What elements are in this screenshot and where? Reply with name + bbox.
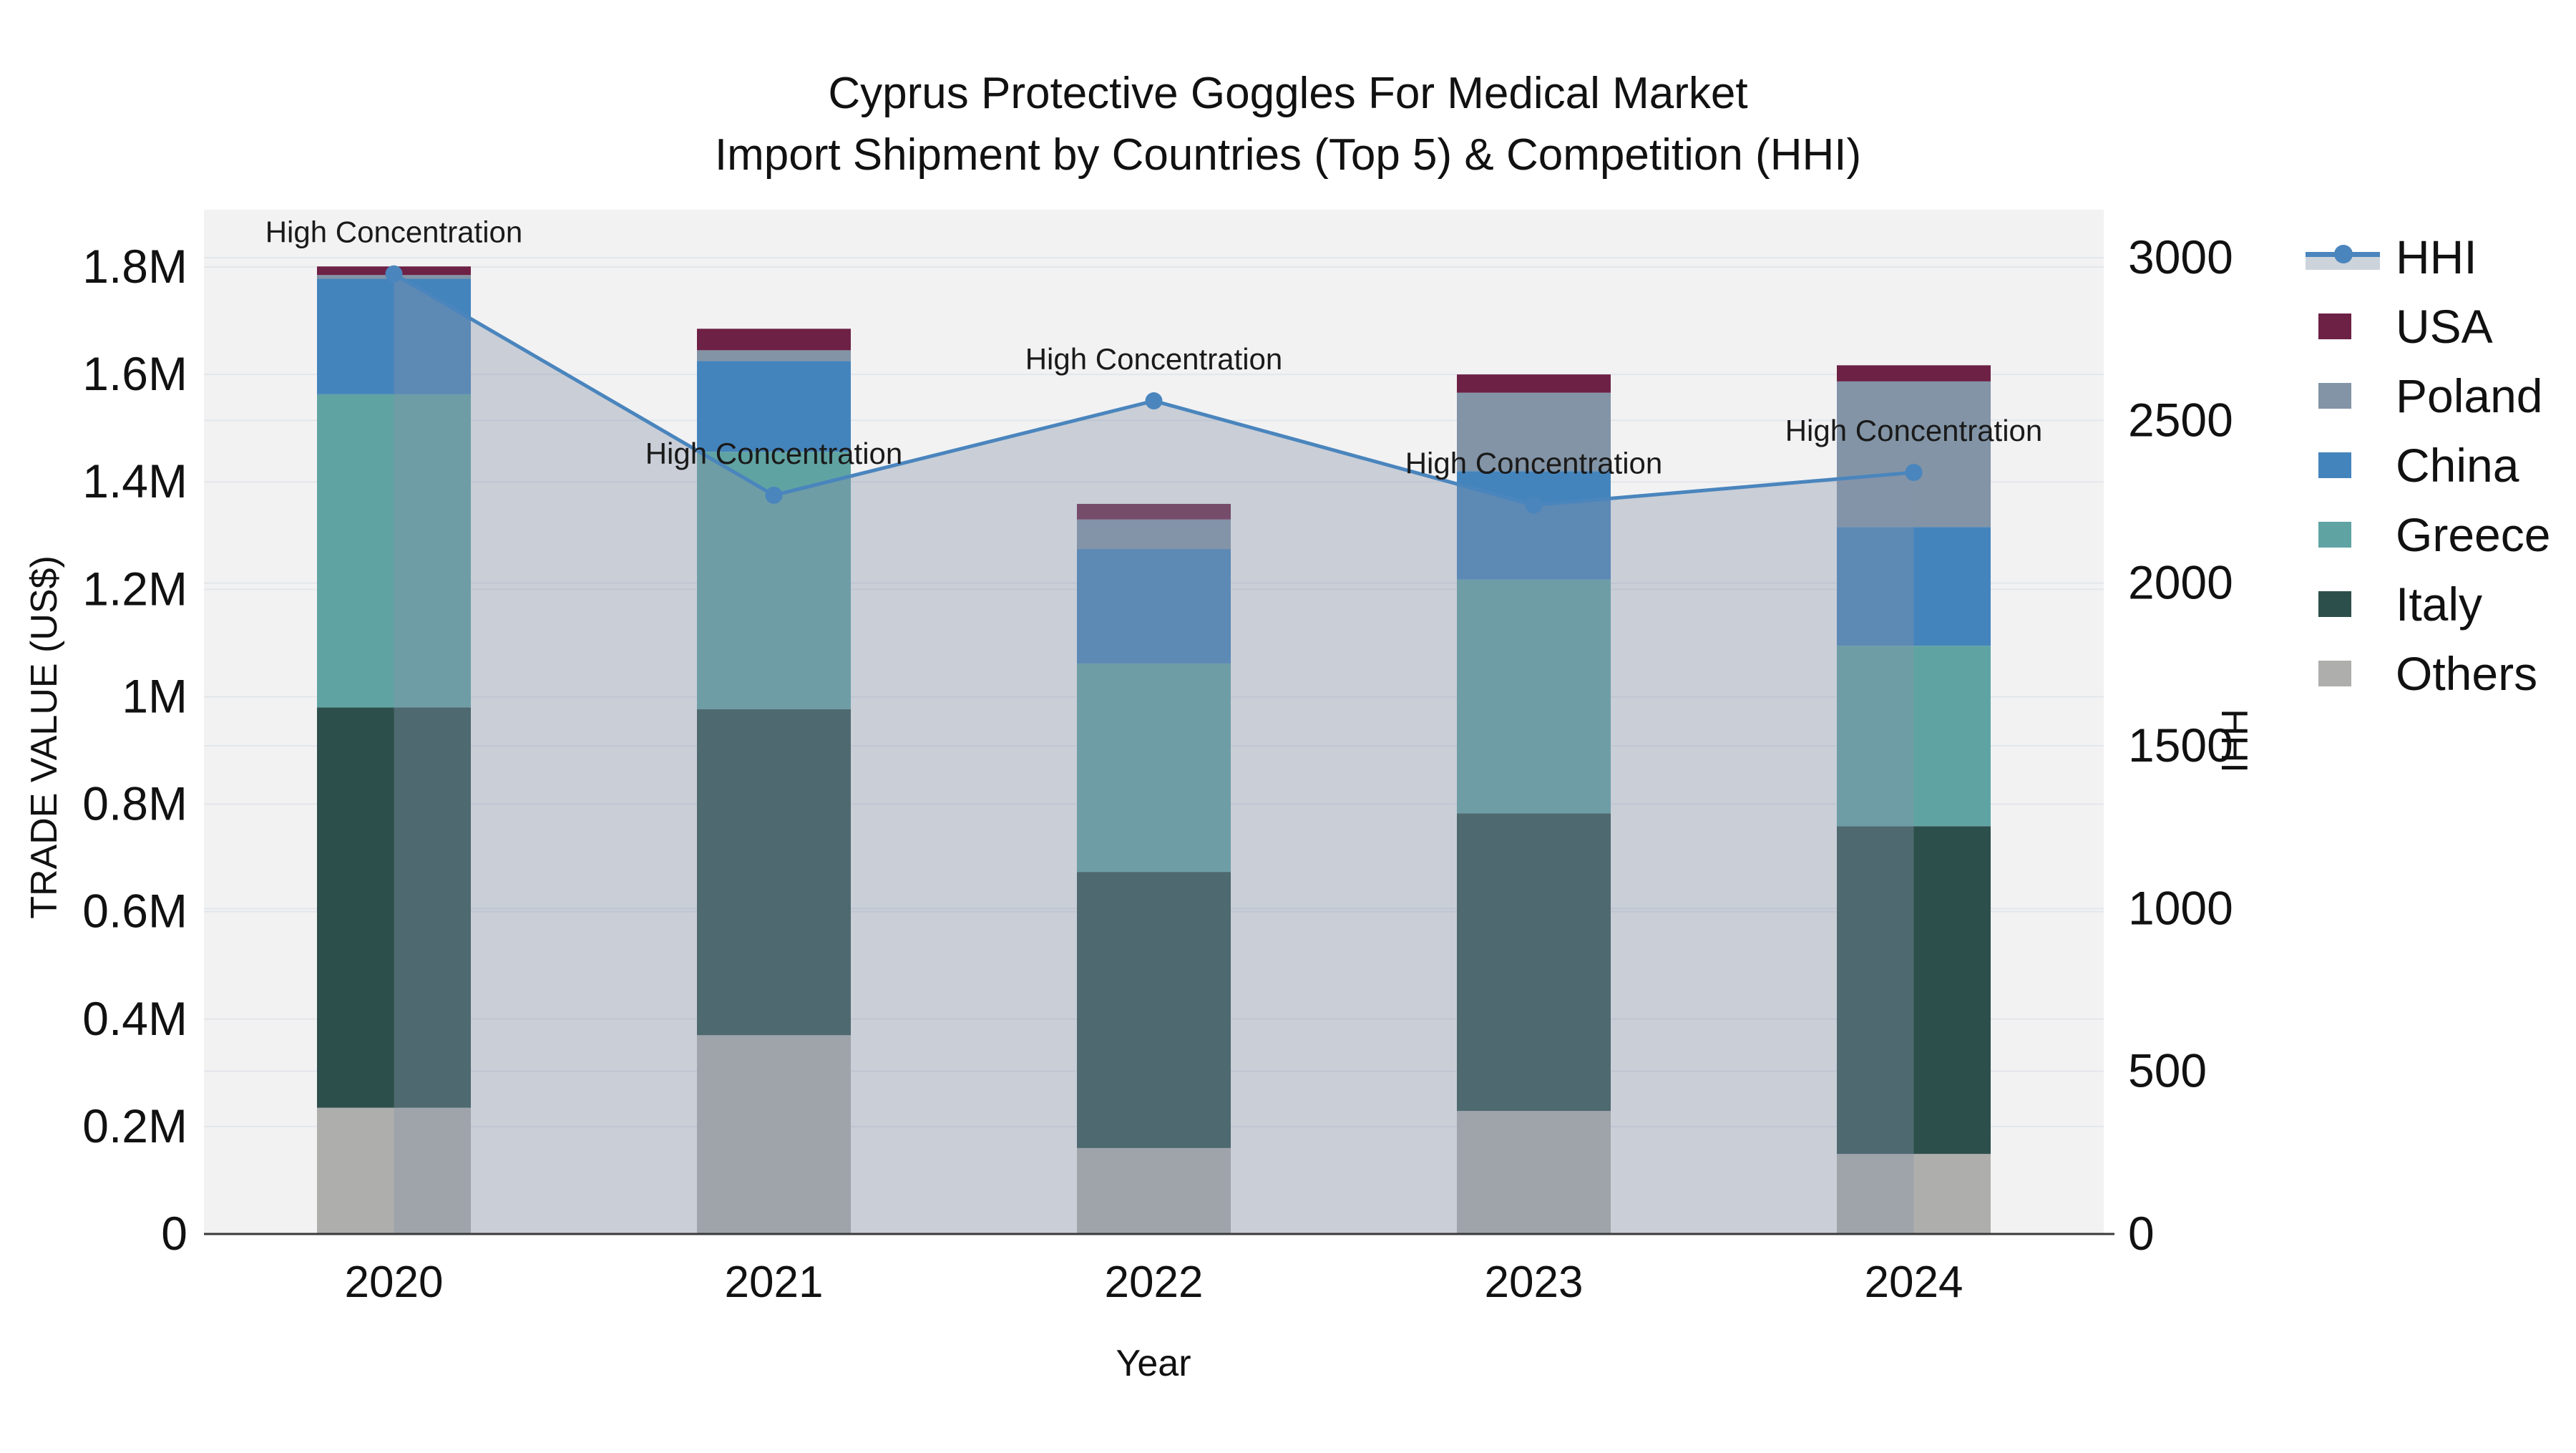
y-left-tick-label: 1.4M: [82, 455, 187, 507]
y-left-tick-label: 1.6M: [82, 347, 187, 400]
y-right-tick-label: 2000: [2128, 556, 2233, 609]
annotation-2020: High Concentration: [265, 215, 523, 249]
chart-title: Cyprus Protective Goggles For Medical Ma…: [0, 63, 2576, 186]
legend-label-greece: Greece: [2396, 507, 2551, 561]
bar-segment-2023-usa: [1457, 374, 1611, 393]
annotation-2022: High Concentration: [1025, 342, 1283, 376]
bar-segment-2022-usa: [1077, 503, 1231, 520]
legend-swatch-china: [2318, 452, 2351, 478]
legend: HHI USA Poland China Greece Italy Others: [2306, 222, 2550, 708]
legend-swatch-usa: [2318, 313, 2351, 339]
hhi-marker-2021: [765, 486, 783, 504]
y-right-tick-label: 3000: [2128, 230, 2233, 283]
legend-item-usa[interactable]: USA: [2306, 291, 2550, 361]
x-tick-label-2023: 2023: [1485, 1258, 1584, 1307]
legend-label-poland: Poland: [2396, 369, 2543, 422]
legend-label-hhi: HHI: [2396, 230, 2477, 283]
bar-segment-2021-poland: [697, 350, 851, 361]
bar-segment-2020-italy: [317, 707, 471, 1108]
bar-segment-2022-greece: [1077, 663, 1231, 873]
bar-segment-2023-greece: [1457, 579, 1611, 814]
bar-segment-2024-usa: [1837, 365, 1991, 382]
legend-item-others[interactable]: Others: [2306, 638, 2550, 708]
y-right-tick-label: 500: [2128, 1044, 2207, 1097]
x-tick-label-2024: 2024: [1865, 1258, 1963, 1307]
hhi-area-fill: [394, 273, 1914, 1234]
y-left-tick-label: 1.8M: [82, 240, 187, 293]
bar-segment-2023-italy: [1457, 813, 1611, 1112]
legend-hhi-line-icon: [2306, 244, 2380, 270]
y-axis-title-left: TRADE VALUE (US$): [24, 555, 65, 919]
hhi-marker-2020: [385, 265, 403, 283]
hhi-marker-2023: [1525, 496, 1543, 514]
y-left-tick-label: 1.2M: [82, 562, 187, 615]
x-tick-label-2022: 2022: [1105, 1258, 1204, 1307]
x-tick-label-2020: 2020: [345, 1258, 444, 1307]
legend-item-italy[interactable]: Italy: [2306, 569, 2550, 638]
legend-swatch-italy: [2318, 591, 2351, 617]
legend-label-china: China: [2396, 438, 2519, 492]
legend-swatch-greece: [2318, 521, 2351, 548]
bar-segment-2021-others: [697, 1035, 851, 1234]
annotation-2024: High Concentration: [1785, 414, 2043, 447]
y-left-tick-label: 0: [161, 1207, 187, 1260]
legend-swatch-others: [2318, 660, 2351, 686]
y-left-tick-label: 0.8M: [82, 777, 187, 830]
bar-segment-2021-italy: [697, 709, 851, 1036]
bar-segment-2024-italy: [1837, 826, 1991, 1155]
legend-label-italy: Italy: [2396, 577, 2483, 631]
bar-segment-2020-others: [317, 1107, 471, 1234]
bar-segment-2022-china: [1077, 549, 1231, 664]
legend-swatch-poland: [2318, 382, 2351, 409]
y-right-tick-label: 0: [2128, 1207, 2155, 1260]
bar-segment-2020-greece: [317, 394, 471, 708]
legend-item-hhi[interactable]: HHI: [2306, 222, 2550, 291]
hhi-marker-2024: [1905, 464, 1923, 482]
bar-segment-2024-poland: [1837, 381, 1991, 528]
y-left-tick-label: 0.6M: [82, 885, 187, 938]
legend-item-poland[interactable]: Poland: [2306, 361, 2550, 430]
legend-item-greece[interactable]: Greece: [2306, 500, 2550, 569]
y-right-tick-label: 1500: [2128, 719, 2233, 772]
bar-segment-2024-others: [1837, 1154, 1991, 1234]
y-left-tick-label: 1M: [122, 669, 187, 722]
bar-segment-2020-china: [317, 278, 471, 394]
y-left-tick-label: 0.2M: [82, 1099, 187, 1152]
bar-segment-2024-greece: [1837, 646, 1991, 827]
bar-segment-2021-usa: [697, 329, 851, 351]
y-left-tick-label: 0.4M: [82, 992, 187, 1045]
bar-segment-2024-china: [1837, 527, 1991, 646]
legend-label-others: Others: [2396, 646, 2538, 700]
chart-title-line2: Import Shipment by Countries (Top 5) & C…: [714, 130, 1862, 180]
bar-segment-2023-others: [1457, 1111, 1611, 1234]
x-axis-title: Year: [1116, 1343, 1191, 1384]
annotation-2021: High Concentration: [645, 437, 903, 470]
annotation-2023: High Concentration: [1405, 447, 1663, 480]
y-right-tick-label: 2500: [2128, 393, 2233, 446]
bar-segment-2022-italy: [1077, 872, 1231, 1148]
y-right-tick-label: 1000: [2128, 881, 2233, 934]
hhi-marker-2022: [1145, 392, 1163, 410]
bar-segment-2022-others: [1077, 1147, 1231, 1234]
bar-segment-2023-poland: [1457, 392, 1611, 472]
bar-segment-2022-poland: [1077, 519, 1231, 550]
legend-label-usa: USA: [2396, 299, 2493, 353]
chart-title-line1: Cyprus Protective Goggles For Medical Ma…: [828, 69, 1748, 118]
bar-segment-2021-china: [697, 361, 851, 452]
legend-item-china[interactable]: China: [2306, 430, 2550, 500]
y-axis-title-right: HHI: [2213, 709, 2255, 773]
x-tick-label-2021: 2021: [725, 1258, 824, 1307]
